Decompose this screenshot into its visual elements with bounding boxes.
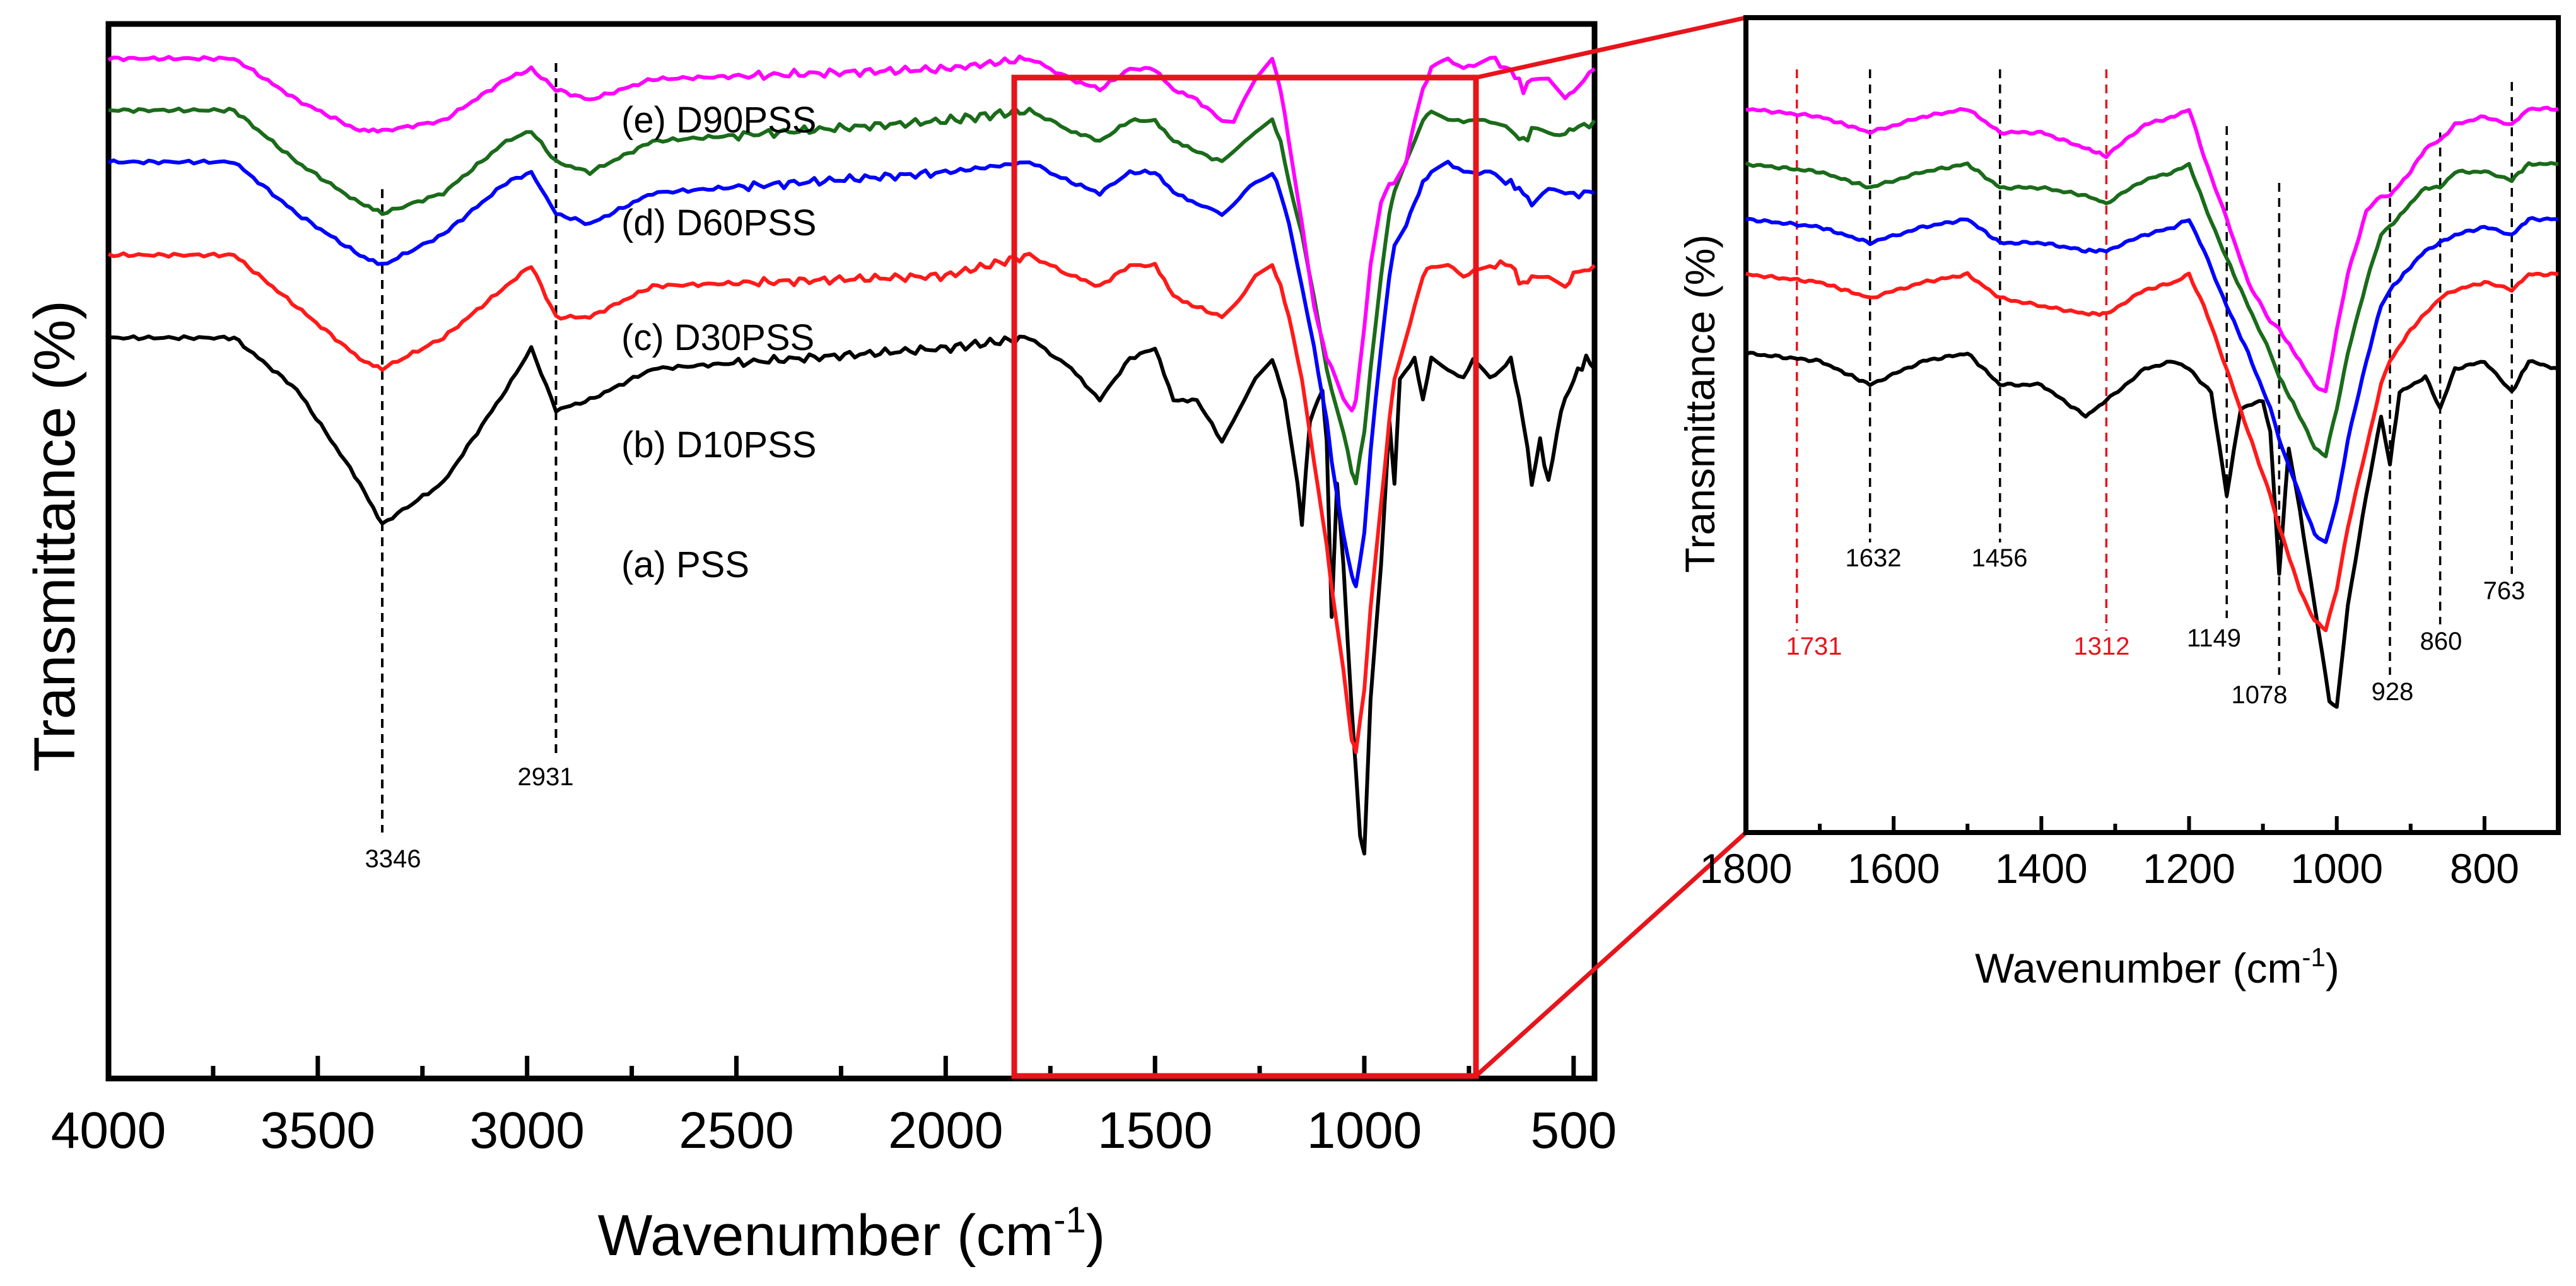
peak-label-3346: 3346: [365, 845, 421, 873]
main-series-group: [107, 54, 1596, 856]
peak-label-1456: 1456: [1972, 544, 2028, 572]
peak-label-1632: 1632: [1846, 544, 1902, 572]
series-line-e-d90pss: [107, 54, 1596, 412]
series-line-d-d60pss: [108, 105, 1596, 486]
series-label-d60pss: (d) D60PSS: [621, 202, 816, 243]
main-panel: 4000 3500 3000 2500 2000 1500 1000 500 (e) D90P…: [23, 21, 1617, 1268]
x-tick-label-500: 500: [1530, 1102, 1617, 1159]
peak-label-2931: 2931: [518, 763, 574, 791]
inset-panel: 1800 1600 1400 1200 1000 800 1731 1632 1456 1…: [1677, 15, 2561, 991]
series-line-d60pss: [1745, 161, 2559, 459]
series-line-d30pss: [1745, 216, 2559, 544]
series-label-d10pss: (b) D10PSS: [621, 424, 816, 465]
x-tick-label-1600: 1600: [1847, 845, 1940, 892]
x-tick-label-1800: 1800: [1700, 845, 1793, 892]
inset-series-group: [1745, 105, 2559, 709]
inset-reference-lines: [1796, 69, 2513, 675]
zoom-highlight-box: [1011, 74, 1479, 1079]
series-label-d30pss: (c) D30PSS: [621, 317, 814, 358]
series-label-d90pss: (e) D90PSS: [621, 100, 816, 141]
main-x-ticks: 4000 3500 3000 2500 2000 1500 1000 500: [51, 1056, 1617, 1159]
main-reference-lines: [381, 63, 558, 833]
series-line-d90pss: [1745, 105, 2559, 394]
peak-label-928: 928: [2372, 678, 2414, 706]
inset-plot-frame: [1743, 15, 2561, 835]
zoom-connector-top: [1475, 15, 1747, 80]
peak-label-763: 763: [2483, 577, 2526, 605]
x-tick-label-1000: 1000: [2290, 845, 2383, 892]
main-y-axis-title: Transmittance (%): [23, 300, 87, 772]
x-tick-label-4000: 4000: [51, 1102, 166, 1159]
inset-x-axis-title: Wavenumber (cm-1): [1975, 942, 2339, 991]
x-tick-label-3000: 3000: [469, 1102, 584, 1159]
peak-label-860: 860: [2420, 628, 2462, 655]
x-tick-label-800: 800: [2450, 845, 2519, 892]
x-tick-label-2000: 2000: [888, 1102, 1003, 1159]
inset-x-ticks: 1800 1600 1400 1200 1000 800: [1700, 816, 2519, 892]
peak-label-1731: 1731: [1786, 633, 1842, 660]
x-tick-label-1400: 1400: [1995, 845, 2088, 892]
x-tick-label-3500: 3500: [261, 1102, 375, 1159]
inset-y-axis-title: Transmittance (%): [1677, 235, 1723, 573]
series-line-b-d10pss: [107, 251, 1596, 754]
series-line-d10pss: [1745, 271, 2559, 633]
x-tick-label-2500: 2500: [679, 1102, 793, 1159]
main-x-axis-title: Wavenumber (cm-1): [598, 1200, 1106, 1268]
series-line-pss: [1745, 351, 2559, 709]
x-tick-label-1200: 1200: [2143, 845, 2235, 892]
peak-label-1149: 1149: [2187, 624, 2241, 652]
main-plot-frame: [105, 21, 1598, 1082]
peak-label-1312: 1312: [2074, 633, 2130, 660]
series-label-pss: (a) PSS: [621, 544, 749, 585]
x-tick-label-1500: 1500: [1098, 1102, 1212, 1159]
series-line-a-pss: [108, 334, 1596, 856]
zoom-connector-bottom: [1474, 831, 1748, 1078]
series-line-c-d30pss: [107, 158, 1595, 588]
peak-label-1078: 1078: [2232, 681, 2288, 709]
x-tick-label-1000: 1000: [1307, 1102, 1422, 1159]
